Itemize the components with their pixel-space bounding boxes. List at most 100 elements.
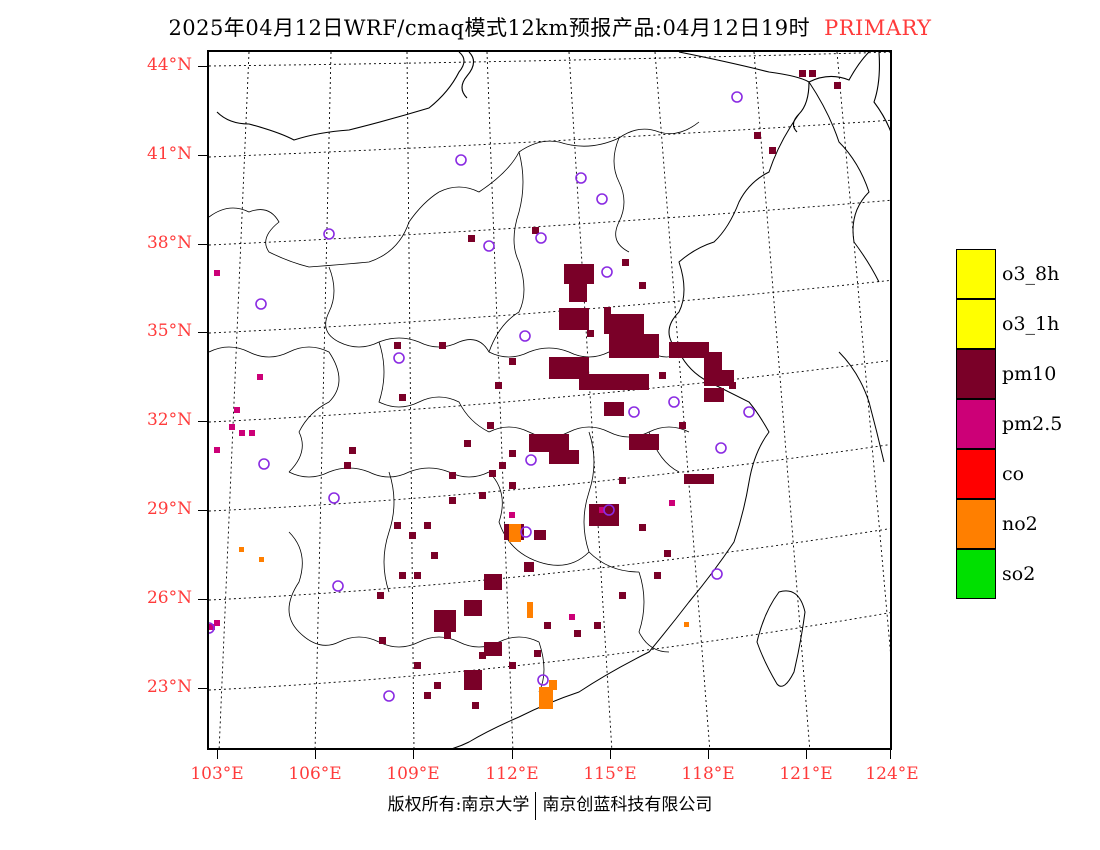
pm10-cell	[604, 314, 644, 334]
parallel-26	[209, 528, 890, 601]
pm25-cell	[509, 512, 515, 518]
legend-swatch	[956, 349, 996, 399]
pm10-cell	[544, 622, 551, 629]
pm10-cell	[754, 132, 761, 139]
station-marker-icon	[628, 406, 640, 418]
no2-cell	[239, 547, 244, 552]
lat-label-32: 32°N	[146, 410, 192, 430]
pm10-cell	[495, 382, 502, 389]
pm10-cell	[434, 610, 456, 632]
pm10-cell	[524, 562, 534, 572]
pm10-cell	[464, 600, 482, 616]
pm10-cell	[472, 702, 479, 709]
lat-tick	[198, 599, 207, 600]
pm25-cell	[257, 374, 263, 380]
lon-label-109: 109°E	[386, 764, 440, 784]
pm10-cell	[479, 652, 486, 659]
pm10-cell	[704, 352, 722, 372]
station-marker-icon	[596, 193, 608, 205]
lon-label-115: 115°E	[583, 764, 637, 784]
pm25-cell	[229, 424, 235, 430]
footer-separator	[535, 791, 537, 820]
pm10-cell	[654, 572, 661, 579]
no2-cell	[527, 602, 533, 618]
lat-label-29: 29°N	[146, 499, 192, 519]
station-marker-icon	[731, 91, 743, 103]
pm25-cell	[209, 624, 215, 630]
lat-tick	[198, 688, 207, 689]
lat-label-23: 23°N	[146, 677, 192, 697]
pm10-cell	[484, 574, 502, 590]
parallel-44	[209, 52, 890, 67]
map-panel	[207, 50, 892, 750]
footer: 版权所有:南京大学 南京创蓝科技有限公司	[0, 790, 1100, 820]
meridian-112	[486, 52, 514, 748]
lon-tick	[708, 750, 709, 759]
pm10-cell	[509, 662, 516, 669]
station-marker-icon	[535, 232, 547, 244]
lon-label-103: 103°E	[190, 764, 244, 784]
legend-swatch	[956, 449, 996, 499]
meridian-121	[753, 52, 811, 748]
pm10-cell	[799, 70, 806, 77]
pm10-cell	[439, 342, 446, 349]
station-marker-icon	[601, 266, 613, 278]
lat-label-44: 44°N	[146, 55, 192, 75]
pm10-cell	[622, 259, 629, 266]
pm10-cell	[414, 662, 421, 669]
pm10-cell	[377, 592, 384, 599]
lon-label-124: 124°E	[865, 764, 919, 784]
parallel-41	[209, 119, 890, 158]
meridian-109	[406, 52, 415, 748]
lon-label-112: 112°E	[485, 764, 539, 784]
page-title: 2025年04月12日WRF/cmaq模式12km预报产品:04月12日19时 P…	[0, 12, 1100, 42]
pm10-cell	[669, 342, 709, 358]
lat-label-26: 26°N	[146, 588, 192, 608]
pm10-cell	[579, 374, 649, 390]
station-marker-icon	[537, 674, 549, 686]
pm10-cell	[604, 402, 624, 416]
station-marker-icon	[520, 526, 532, 538]
legend-swatch	[956, 299, 996, 349]
lat-tick	[198, 332, 207, 333]
graticule	[209, 52, 890, 748]
station-marker-icon	[328, 492, 340, 504]
lon-tick	[610, 750, 611, 759]
pm10-cell	[394, 522, 401, 529]
meridian-106	[314, 52, 332, 748]
station-marker-icon	[323, 228, 335, 240]
pm10-cell	[509, 358, 516, 365]
pm10-cell	[414, 572, 421, 579]
country-border	[216, 52, 890, 141]
pm10-cell	[664, 550, 671, 557]
station-marker-icon	[332, 580, 344, 592]
pm10-cell	[394, 342, 401, 349]
legend-swatch	[956, 549, 996, 599]
no2-cell	[509, 524, 521, 542]
pm10-cell	[704, 370, 734, 386]
station-marker-icon	[383, 690, 395, 702]
pm10-cell	[444, 632, 451, 639]
pm10-cell	[534, 530, 546, 540]
pm10-cell	[587, 330, 594, 337]
pm10-cell	[449, 497, 456, 504]
pm10-cell	[574, 630, 581, 637]
pollutant-grid	[209, 70, 841, 709]
legend-label: pm2.5	[1002, 413, 1063, 435]
lon-label-106: 106°E	[288, 764, 342, 784]
pm10-cell	[487, 422, 494, 429]
pm10-cell	[379, 637, 386, 644]
legend-label: no2	[1002, 513, 1038, 535]
pm10-cell	[639, 282, 646, 289]
pm10-cell	[424, 692, 431, 699]
lat-tick	[198, 421, 207, 422]
pm10-cell	[639, 524, 646, 531]
pm10-cell	[484, 642, 502, 656]
pm10-cell	[679, 422, 686, 429]
pm10-cell	[449, 472, 456, 479]
station-marker-icon	[255, 298, 267, 310]
pm10-cell	[434, 682, 441, 689]
pm10-cell	[479, 492, 486, 499]
station-marker-icon	[455, 154, 467, 166]
map-canvas	[209, 52, 890, 748]
